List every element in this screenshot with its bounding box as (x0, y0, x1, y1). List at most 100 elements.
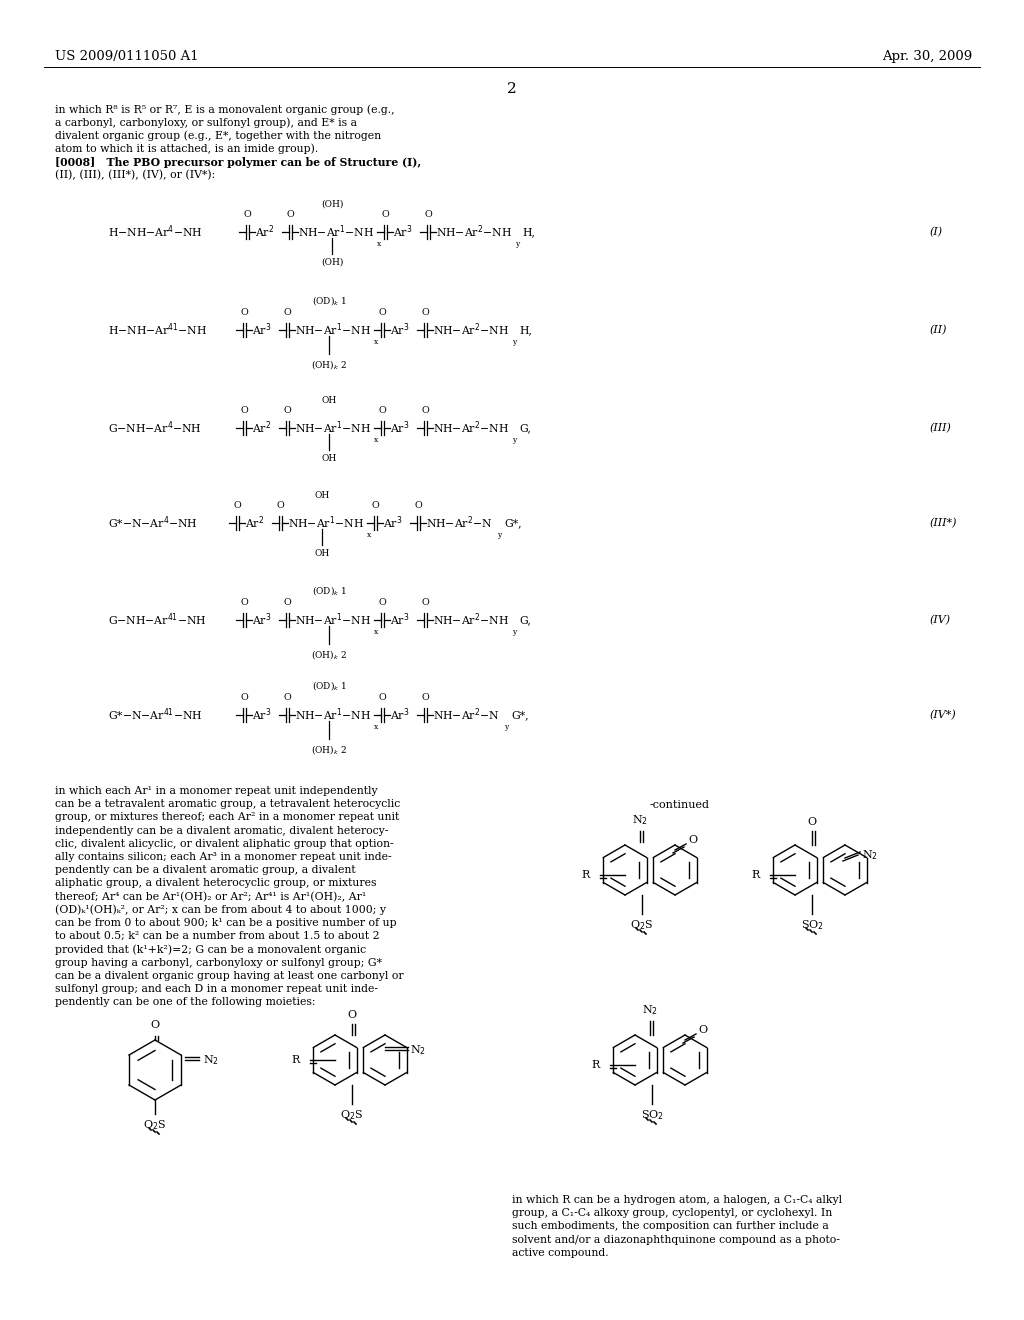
Text: (OD)$_k$ 1: (OD)$_k$ 1 (311, 294, 346, 308)
Text: Ar$^2$: Ar$^2$ (255, 223, 274, 240)
Text: thereof; Ar⁴ can be Ar¹(OH)₂ or Ar²; Ar⁴¹ is Ar¹(OH)₂, Ar¹: thereof; Ar⁴ can be Ar¹(OH)₂ or Ar²; Ar⁴… (55, 891, 367, 902)
Text: in which R⁸ is R⁵ or R⁷, E is a monovalent organic group (e.g.,: in which R⁸ is R⁵ or R⁷, E is a monovale… (55, 104, 394, 115)
Text: pendently can be a divalent aromatic group, a divalent: pendently can be a divalent aromatic gro… (55, 865, 355, 875)
Text: (IV): (IV) (930, 615, 951, 626)
Text: (OD)ₖ¹(OH)ₖ², or Ar²; x can be from about 4 to about 1000; y: (OD)ₖ¹(OH)ₖ², or Ar²; x can be from abou… (55, 904, 386, 915)
Text: (OH)$_k$ 2: (OH)$_k$ 2 (311, 743, 347, 756)
Text: O: O (283, 693, 291, 702)
Text: O: O (421, 693, 429, 702)
Text: Ar$^2$: Ar$^2$ (245, 515, 264, 531)
Text: NH$-$Ar$^2$$-$N: NH$-$Ar$^2$$-$N (426, 515, 493, 531)
Text: can be a tetravalent aromatic group, a tetravalent heterocyclic: can be a tetravalent aromatic group, a t… (55, 799, 400, 809)
Text: Ar$^3$: Ar$^3$ (390, 420, 410, 437)
Text: aliphatic group, a divalent heterocyclic group, or mixtures: aliphatic group, a divalent heterocyclic… (55, 878, 377, 888)
Text: O: O (378, 407, 386, 414)
Text: x: x (377, 240, 381, 248)
Text: y: y (497, 531, 502, 539)
Text: O: O (381, 210, 389, 219)
Text: Apr. 30, 2009: Apr. 30, 2009 (882, 50, 972, 63)
Text: (II), (III), (III*), (IV), or (IV*):: (II), (III), (III*), (IV), or (IV*): (55, 170, 215, 181)
Text: divalent organic group (e.g., E*, together with the nitrogen: divalent organic group (e.g., E*, togeth… (55, 131, 381, 141)
Text: group, or mixtures thereof; each Ar² in a monomer repeat unit: group, or mixtures thereof; each Ar² in … (55, 812, 399, 822)
Text: G*$-$N$-$Ar$^4$$-$NH: G*$-$N$-$Ar$^4$$-$NH (108, 515, 198, 531)
Text: (OH): (OH) (321, 257, 343, 267)
Text: NH$-$Ar$^2$$-$NH: NH$-$Ar$^2$$-$NH (436, 223, 512, 240)
Text: such embodiments, the composition can further include a: such embodiments, the composition can fu… (512, 1221, 828, 1232)
Text: NH$-$Ar$^1$$-$NH: NH$-$Ar$^1$$-$NH (295, 706, 371, 723)
Text: NH$-$Ar$^2$$-$NH: NH$-$Ar$^2$$-$NH (433, 322, 509, 338)
Text: G$-$NH$-$Ar$^4$$-$NH: G$-$NH$-$Ar$^4$$-$NH (108, 420, 202, 437)
Text: (OH): (OH) (321, 201, 343, 209)
Text: 2: 2 (507, 82, 517, 96)
Text: a carbonyl, carbonyloxy, or sulfonyl group), and E* is a: a carbonyl, carbonyloxy, or sulfonyl gro… (55, 117, 357, 128)
Text: atom to which it is attached, is an imide group).: atom to which it is attached, is an imid… (55, 144, 318, 154)
Text: OH: OH (322, 396, 337, 405)
Text: active compound.: active compound. (512, 1247, 608, 1258)
Text: (OH)$_k$ 2: (OH)$_k$ 2 (311, 358, 347, 371)
Text: O: O (421, 308, 429, 317)
Text: O: O (424, 210, 432, 219)
Text: O: O (421, 598, 429, 607)
Text: O: O (347, 1010, 356, 1020)
Text: O: O (240, 407, 248, 414)
Text: G$-$NH$-$Ar$^{41}$$-$NH: G$-$NH$-$Ar$^{41}$$-$NH (108, 611, 207, 628)
Text: NH$-$Ar$^2$$-$N: NH$-$Ar$^2$$-$N (433, 706, 500, 723)
Text: O: O (151, 1020, 160, 1030)
Text: O: O (243, 210, 251, 219)
Text: R: R (292, 1055, 300, 1065)
Text: Ar$^3$: Ar$^3$ (393, 223, 413, 240)
Text: y: y (512, 628, 516, 636)
Text: O: O (414, 502, 422, 510)
Text: H,: H, (519, 325, 532, 335)
Text: (IV*): (IV*) (930, 710, 956, 721)
Text: O: O (808, 817, 816, 828)
Text: x: x (374, 436, 378, 444)
Text: OH: OH (322, 454, 337, 463)
Text: O: O (276, 502, 284, 510)
Text: G,: G, (519, 615, 530, 624)
Text: [0008]   The PBO precursor polymer can be of Structure (I),: [0008] The PBO precursor polymer can be … (55, 157, 421, 168)
Text: R: R (592, 1060, 600, 1071)
Text: pendently can be one of the following moieties:: pendently can be one of the following mo… (55, 997, 315, 1007)
Text: x: x (374, 723, 378, 731)
Text: N$_2$: N$_2$ (642, 1003, 658, 1016)
Text: O: O (233, 502, 241, 510)
Text: Ar$^3$: Ar$^3$ (390, 706, 410, 723)
Text: Ar$^3$: Ar$^3$ (252, 611, 271, 628)
Text: Ar$^3$: Ar$^3$ (390, 322, 410, 338)
Text: O: O (371, 502, 379, 510)
Text: G,: G, (519, 422, 530, 433)
Text: SO$_2$: SO$_2$ (801, 917, 823, 932)
Text: Ar$^3$: Ar$^3$ (390, 611, 410, 628)
Text: y: y (512, 436, 516, 444)
Text: Ar$^3$: Ar$^3$ (383, 515, 402, 531)
Text: O: O (688, 836, 697, 845)
Text: (OD)$_k$ 1: (OD)$_k$ 1 (311, 583, 346, 597)
Text: clic, divalent alicyclic, or divalent aliphatic group that option-: clic, divalent alicyclic, or divalent al… (55, 838, 393, 849)
Text: O: O (240, 693, 248, 702)
Text: O: O (283, 407, 291, 414)
Text: NH$-$Ar$^1$$-$NH: NH$-$Ar$^1$$-$NH (295, 611, 371, 628)
Text: (II): (II) (930, 325, 947, 335)
Text: can be from 0 to about 900; k¹ can be a positive number of up: can be from 0 to about 900; k¹ can be a … (55, 917, 396, 928)
Text: H$-$NH$-$Ar$^4$$-$NH: H$-$NH$-$Ar$^4$$-$NH (108, 223, 203, 240)
Text: Ar$^3$: Ar$^3$ (252, 322, 271, 338)
Text: O: O (378, 598, 386, 607)
Text: O$_2$S: O$_2$S (143, 1118, 167, 1131)
Text: x: x (374, 338, 378, 346)
Text: provided that (k¹+k²)=2; G can be a monovalent organic: provided that (k¹+k²)=2; G can be a mono… (55, 944, 367, 954)
Text: sulfonyl group; and each D in a monomer repeat unit inde-: sulfonyl group; and each D in a monomer … (55, 983, 378, 994)
Text: H,: H, (522, 227, 535, 238)
Text: NH$-$Ar$^2$$-$NH: NH$-$Ar$^2$$-$NH (433, 611, 509, 628)
Text: O: O (378, 308, 386, 317)
Text: SO$_2$: SO$_2$ (640, 1107, 664, 1122)
Text: R: R (752, 870, 760, 880)
Text: y: y (515, 240, 519, 248)
Text: ally contains silicon; each Ar³ in a monomer repeat unit inde-: ally contains silicon; each Ar³ in a mon… (55, 851, 391, 862)
Text: R: R (582, 870, 590, 880)
Text: NH$-$Ar$^1$$-$NH: NH$-$Ar$^1$$-$NH (295, 420, 371, 437)
Text: in which R can be a hydrogen atom, a halogen, a C₁-C₄ alkyl: in which R can be a hydrogen atom, a hal… (512, 1195, 842, 1205)
Text: OH: OH (314, 491, 330, 500)
Text: G*,: G*, (511, 710, 528, 719)
Text: G*,: G*, (504, 517, 521, 528)
